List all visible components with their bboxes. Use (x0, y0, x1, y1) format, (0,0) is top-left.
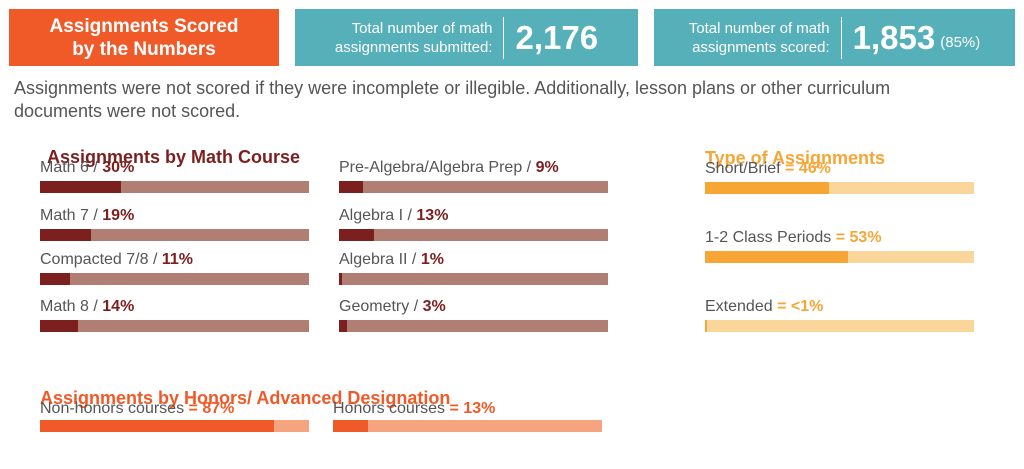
course-bar-track-algebra-i (339, 229, 608, 241)
type-bar-track-1-2-class-periods (705, 251, 974, 263)
course-bar-math-6 (40, 181, 121, 193)
scored-divider (840, 16, 842, 59)
course-value-label: 1% (420, 251, 444, 268)
honors-bar-non-honors-courses (40, 420, 274, 432)
type-label-short-brief: Short/Brief = 46% (705, 160, 831, 178)
course-category: Compacted 7/8 (40, 251, 149, 268)
scored-banner-title: Assignments Scored by the Numbers (9, 9, 279, 66)
type-label-extended: Extended = <1% (705, 298, 823, 316)
course-label-pre-algebra-algebra-prep: Pre-Algebra/Algebra Prep / 9% (339, 159, 559, 177)
course-separator: / (88, 207, 103, 224)
type-bar-track-short-brief (705, 182, 974, 194)
type-value-label: = 53% (835, 229, 882, 246)
honors-value-label: = 87% (188, 400, 235, 417)
submitted-value: 2,176 (515, 18, 599, 56)
scored-stat-box: Total number of math assignments scored:… (654, 9, 1015, 66)
type-bar-extended (705, 320, 707, 332)
course-category: Algebra I (339, 207, 404, 224)
course-bar-track-compacted-7-8 (40, 273, 309, 285)
course-value-label: 11% (161, 251, 193, 268)
type-bar-short-brief (705, 182, 829, 194)
course-separator: / (403, 207, 417, 224)
course-bar-math-8 (40, 320, 78, 332)
course-separator: / (409, 298, 423, 315)
course-label-math-8: Math 8 / 14% (40, 298, 134, 316)
course-label-algebra-ii: Algebra II / 1% (339, 251, 444, 269)
course-label-math-6: Math 6 / 30% (40, 159, 134, 177)
course-bar-algebra-ii (339, 273, 342, 285)
honors-label-honors-courses: Honors courses = 13% (333, 400, 495, 418)
course-separator: / (88, 298, 103, 315)
submitted-divider (503, 16, 505, 59)
course-label-algebra-i: Algebra I / 13% (339, 207, 448, 225)
scored-label: Total number of math assignments scored: (688, 19, 830, 56)
type-value-label: = <1% (777, 298, 824, 315)
scored-percent: (85%) (940, 34, 981, 51)
scoring-note: Assignments were not scored if they were… (14, 78, 891, 121)
course-category: Pre-Algebra/Algebra Prep (339, 159, 523, 176)
course-label-math-7: Math 7 / 19% (40, 207, 134, 225)
course-value-label: 19% (102, 207, 135, 224)
course-bar-geometry (339, 320, 347, 332)
course-bar-track-geometry (339, 320, 608, 332)
type-bar-track-extended (705, 320, 974, 332)
type-category: Extended (705, 298, 773, 315)
honors-label-non-honors-courses: Non-honors courses = 87% (40, 400, 234, 418)
honors-category: Non-honors courses (40, 400, 185, 417)
course-bar-track-math-8 (40, 320, 309, 332)
course-label-compacted-7-8: Compacted 7/8 / 11% (40, 251, 193, 269)
type-label-1-2-class-periods: 1-2 Class Periods = 53% (705, 229, 882, 247)
honors-bar-track-non-honors-courses (40, 420, 309, 432)
course-chart-title: Assignments by Math Course (47, 147, 301, 167)
course-category: Geometry (339, 298, 410, 315)
course-separator: / (148, 251, 162, 268)
honors-category: Honors courses (333, 400, 446, 417)
course-value-label: 9% (535, 159, 559, 176)
course-category: Math 7 (40, 207, 89, 224)
course-bar-pre-algebra-algebra-prep (339, 181, 363, 193)
submitted-label: Total number of math assignments submitt… (334, 19, 493, 56)
course-bar-compacted-7-8 (40, 273, 70, 285)
course-category: Algebra II (339, 251, 408, 268)
course-bar-math-7 (40, 229, 91, 241)
honors-value-label: = 13% (449, 400, 496, 417)
honors-bar-track-honors-courses (333, 420, 602, 432)
course-value-label: 14% (102, 298, 135, 315)
course-bar-algebra-i (339, 229, 374, 241)
honors-bar-honors-courses (333, 420, 368, 432)
course-bar-track-algebra-ii (339, 273, 608, 285)
submitted-stat-box: Total number of math assignments submitt… (295, 9, 638, 66)
type-chart-title: Type of Assignments (705, 148, 886, 168)
course-bar-track-math-6 (40, 181, 309, 193)
course-value-label: 30% (102, 159, 135, 176)
course-separator: / (88, 159, 103, 176)
course-separator: / (522, 159, 536, 176)
honors-chart-title: Assignments by Honors/ Advanced Designat… (40, 388, 451, 408)
course-value-label: 13% (416, 207, 449, 224)
scored-value: 1,853 (852, 18, 936, 56)
type-bar-1-2-class-periods (705, 251, 848, 263)
course-separator: / (407, 251, 421, 268)
course-category: Math 8 (40, 298, 89, 315)
type-category: Short/Brief (705, 160, 781, 177)
course-label-geometry: Geometry / 3% (339, 298, 446, 316)
type-category: 1-2 Class Periods (705, 229, 832, 246)
course-bar-track-pre-algebra-algebra-prep (339, 181, 608, 193)
type-value-label: = 46% (785, 160, 831, 177)
course-category: Math 6 (40, 159, 89, 176)
course-value-label: 3% (422, 298, 446, 315)
course-bar-track-math-7 (40, 229, 309, 241)
